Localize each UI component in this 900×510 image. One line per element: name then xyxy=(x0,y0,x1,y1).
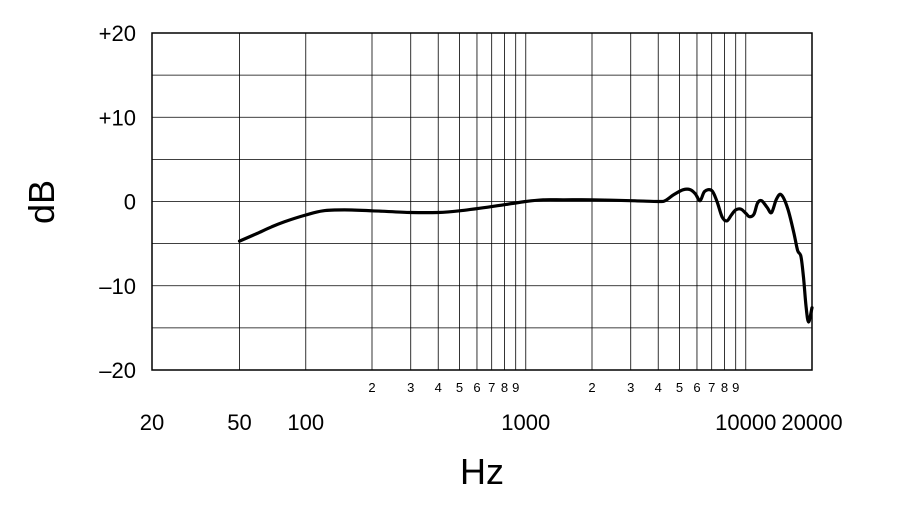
x-tick-label: 50 xyxy=(227,410,251,435)
x-minor-tick-label: 2 xyxy=(588,380,595,395)
plot-frame xyxy=(151,32,813,371)
x-minor-tick-label: 3 xyxy=(627,380,634,395)
y-tick-label: –10 xyxy=(99,274,136,299)
y-tick-label: +10 xyxy=(99,105,136,130)
grid xyxy=(152,33,812,370)
y-tick-label: –20 xyxy=(99,358,136,383)
x-tick-label: 20000 xyxy=(781,410,842,435)
x-minor-tick-label: 5 xyxy=(456,380,463,395)
x-minor-tick-label: 6 xyxy=(473,380,480,395)
y-tick-label: 0 xyxy=(124,190,136,215)
x-minor-tick-label: 8 xyxy=(721,380,728,395)
x-tick-label: 10000 xyxy=(715,410,776,435)
x-tick-label: 20 xyxy=(140,410,164,435)
x-minor-tick-label: 4 xyxy=(655,380,662,395)
y-tick-label: +20 xyxy=(99,21,136,46)
series-layer xyxy=(237,187,814,324)
x-tick-label: 100 xyxy=(287,410,324,435)
x-minor-tick-label: 9 xyxy=(732,380,739,395)
x-tick-label: 1000 xyxy=(501,410,550,435)
x-minor-tick-label: 5 xyxy=(676,380,683,395)
x-minor-tick-label: 8 xyxy=(501,380,508,395)
x-minor-tick-label: 6 xyxy=(693,380,700,395)
x-minor-tick-label: 2 xyxy=(368,380,375,395)
x-minor-tick-label: 3 xyxy=(407,380,414,395)
y-axis-title: dB xyxy=(21,180,62,224)
x-minor-tick-label: 7 xyxy=(708,380,715,395)
x-minor-tick-label: 4 xyxy=(435,380,442,395)
x-minor-tick-label: 9 xyxy=(512,380,519,395)
x-minor-tick-label: 7 xyxy=(488,380,495,395)
x-axis-title: Hz xyxy=(460,451,504,492)
response-curve xyxy=(237,187,814,324)
